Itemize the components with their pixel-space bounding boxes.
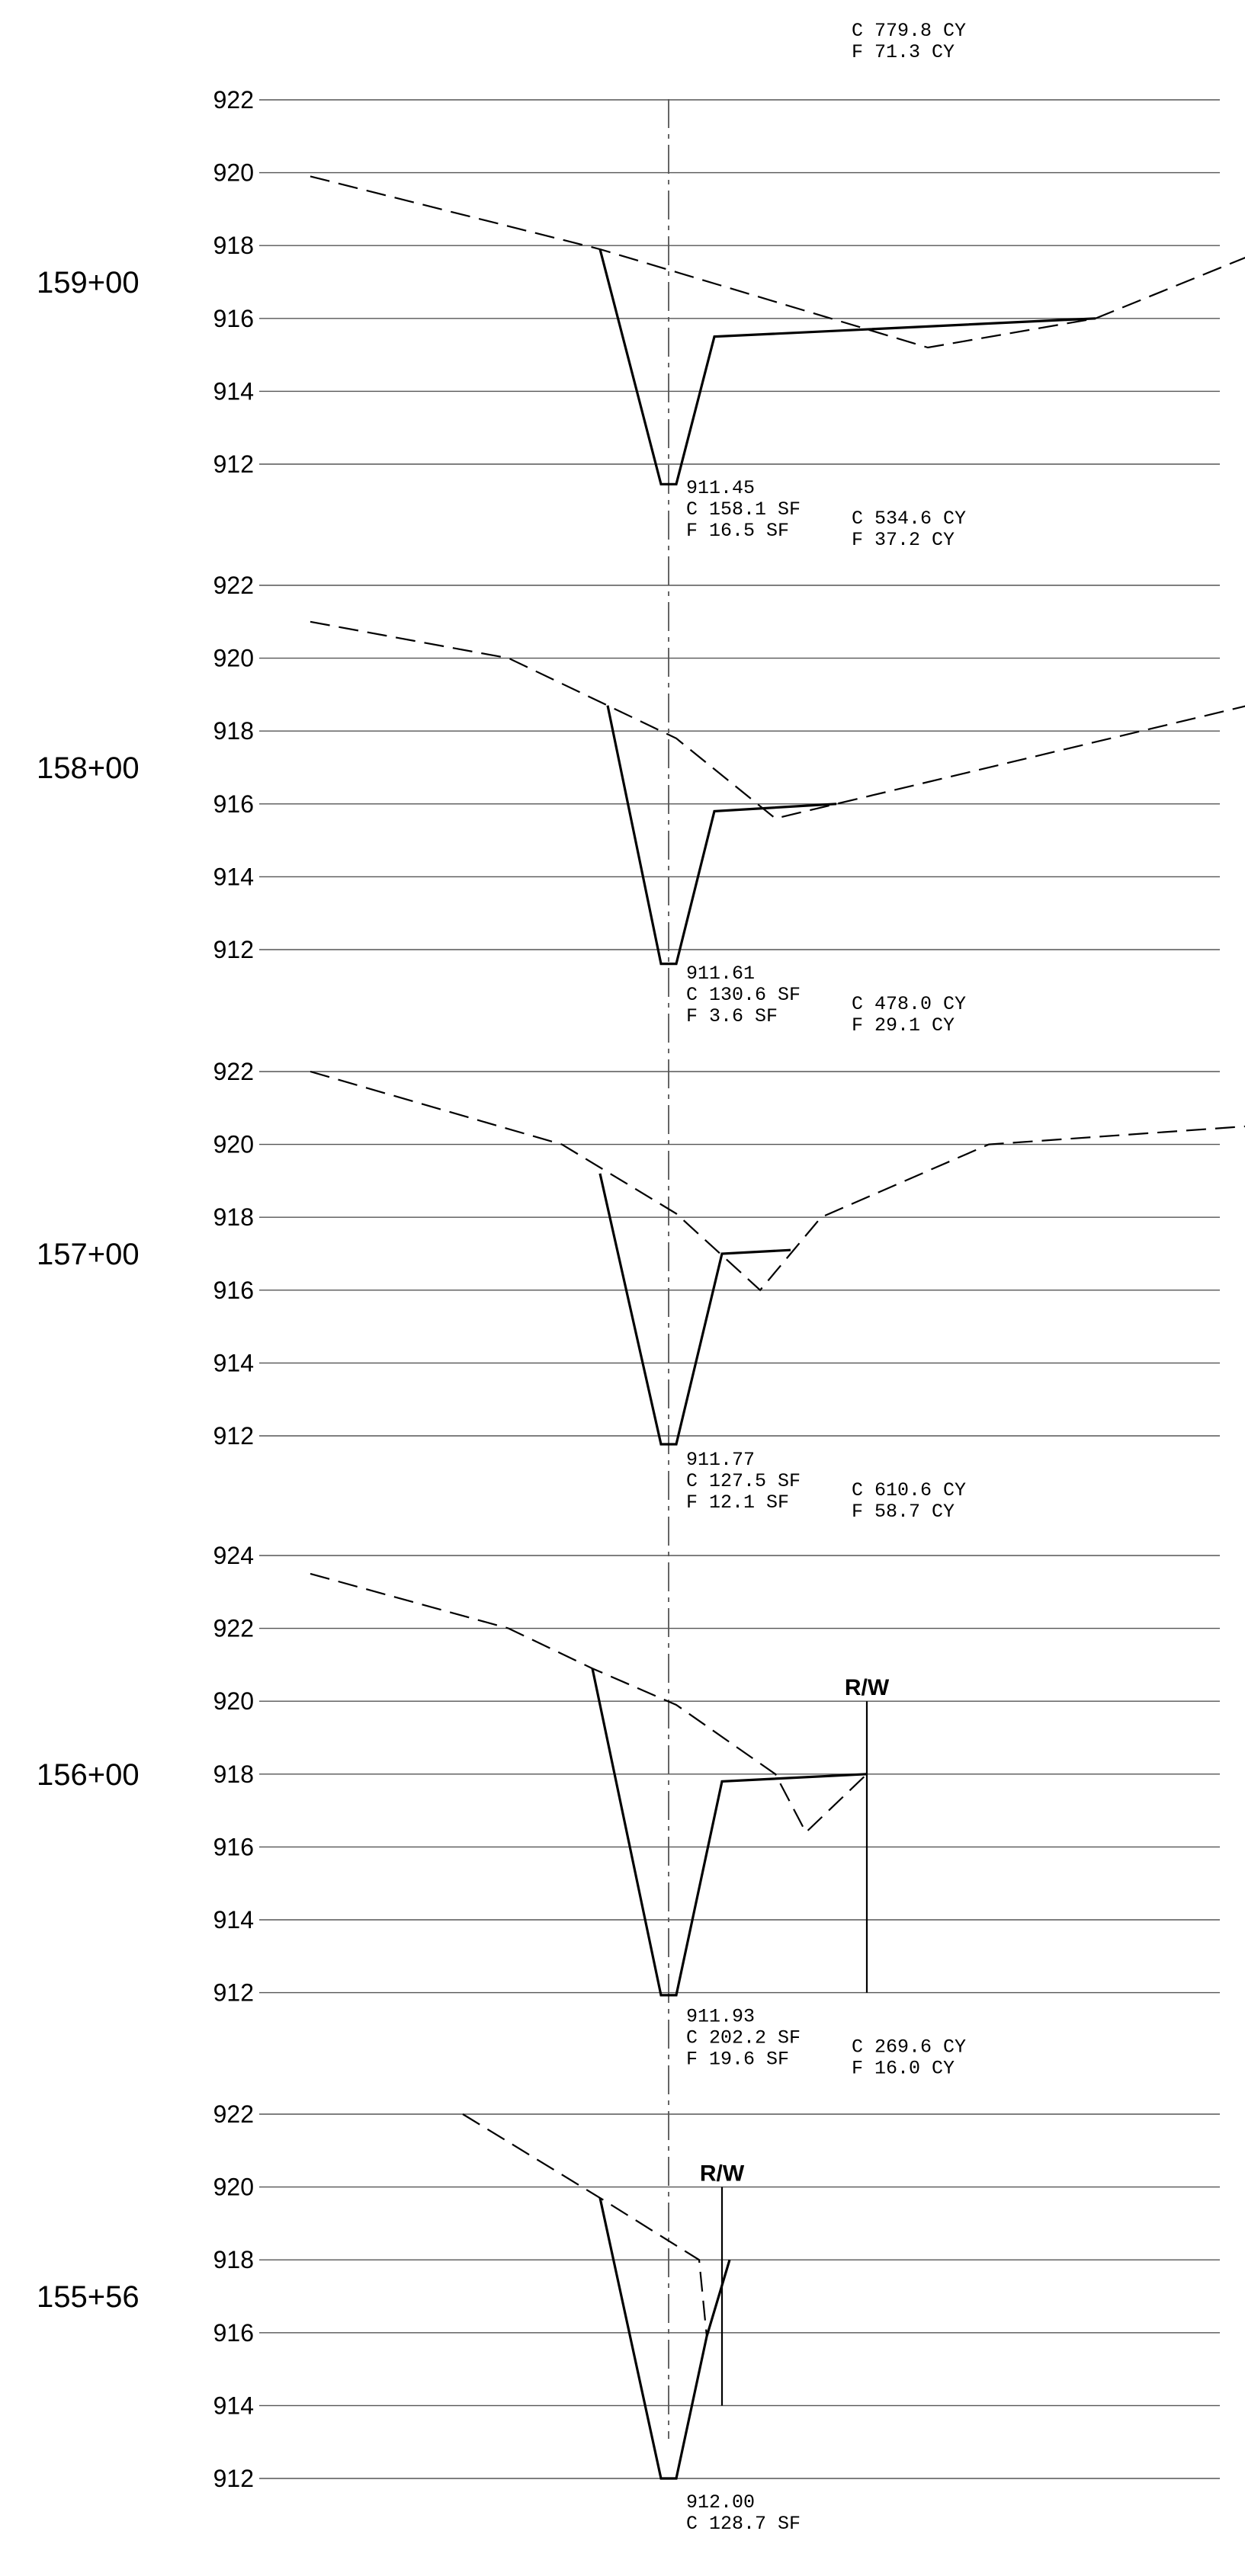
elevation-label: 916 (213, 305, 254, 332)
elevation-label: 912 (213, 1422, 254, 1450)
station-label: 159+00 (37, 266, 140, 300)
elevation-label: 918 (213, 232, 254, 259)
existing-ground-line (310, 1070, 1245, 1292)
fill-volume: F 29.1 CY (852, 1014, 955, 1036)
proposed-ditch-line (606, 705, 837, 966)
elevation-label: 918 (213, 717, 254, 745)
proposed-ditch-line (598, 1173, 791, 1446)
top-volume-cut: C 779.8 CY (852, 20, 966, 42)
elevation-label: 922 (213, 86, 254, 114)
right-of-way-label: R/W (700, 2161, 745, 2187)
section-158+00: 922 920 918 916 914 912 158+00 911.61C 130.6 SF… (37, 572, 1245, 1036)
proposed-ditch-line (598, 2197, 731, 2480)
existing-ground-line (310, 620, 1245, 820)
elevation-label: 918 (213, 2246, 254, 2273)
proposed-ditch-line (591, 1668, 868, 1997)
elevation-label: 914 (213, 863, 254, 890)
cut-area: C 127.5 SF (686, 1470, 801, 1492)
top-volume-fill: F 71.3 CY (852, 41, 955, 63)
elevation-label: 920 (213, 2174, 254, 2201)
invert-elevation: 912.00 (686, 2491, 755, 2514)
elevation-label: 912 (213, 1979, 254, 2007)
elevation-label: 912 (213, 936, 254, 963)
elevation-label: 914 (213, 2392, 254, 2419)
cut-area: C 202.2 SF (686, 2027, 801, 2049)
elevation-label: 920 (213, 645, 254, 672)
cut-area: C 130.6 SF (686, 984, 801, 1006)
fill-area: F 12.1 SF (686, 1491, 789, 1514)
elevation-label: 918 (213, 1203, 254, 1231)
fill-volume: F 58.7 CY (852, 1501, 955, 1523)
elevation-label: 922 (213, 2100, 254, 2128)
right-of-way-label: R/W (845, 1675, 890, 1700)
existing-ground-line (462, 2113, 708, 2337)
section-155+56: 922 920 918 916 914 912 155+56 R/W 912.00C 128.7… (37, 2100, 1220, 2535)
invert-elevation: 911.45 (686, 477, 755, 499)
cut-area: C 128.7 SF (686, 2513, 801, 2535)
cut-area: C 158.1 SF (686, 498, 801, 521)
elevation-label: 920 (213, 1131, 254, 1158)
elevation-label: 912 (213, 2465, 254, 2492)
fill-area: F 19.6 SF (686, 2049, 789, 2071)
elevation-label: 914 (213, 377, 254, 405)
cut-volume: C 269.6 CY (852, 2036, 966, 2059)
fill-area: F 3.6 SF (686, 1005, 778, 1027)
proposed-ditch-line (598, 248, 1096, 485)
invert-elevation: 911.93 (686, 2006, 755, 2028)
section-159+00: 922 920 918 916 914 912 159+00 911.45C 158.1 SF… (37, 86, 1245, 551)
fill-volume: F 16.0 CY (852, 2058, 955, 2080)
fill-volume: F 37.2 CY (852, 529, 955, 551)
station-label: 158+00 (37, 751, 140, 785)
station-label: 157+00 (37, 1238, 140, 1271)
elevation-label: 916 (213, 1277, 254, 1304)
elevation-label: 920 (213, 1687, 254, 1715)
elevation-label: 914 (213, 1349, 254, 1376)
elevation-label: 922 (213, 572, 254, 599)
cross-sections: 922 920 918 916 914 912 159+00 911.45C 158.1 SF… (37, 86, 1245, 2535)
elevation-label: 918 (213, 1761, 254, 1788)
elevation-label: 920 (213, 159, 254, 187)
elevation-label: 916 (213, 2319, 254, 2347)
cut-volume: C 610.6 CY (852, 1479, 966, 1501)
cut-volume: C 534.6 CY (852, 508, 966, 530)
elevation-label: 916 (213, 790, 254, 818)
existing-ground-line (310, 175, 1245, 349)
cut-volume: C 478.0 CY (852, 993, 966, 1015)
elevation-label: 922 (213, 1058, 254, 1085)
section-157+00: 922 920 918 916 914 912 157+00 911.77C 127.5 SF… (37, 1058, 1245, 1523)
elevation-label: 914 (213, 1906, 254, 1934)
station-label: 155+56 (37, 2280, 140, 2314)
fill-area: F 16.5 SF (686, 520, 789, 542)
elevation-label: 924 (213, 1542, 254, 1569)
existing-ground-line (310, 1572, 868, 1834)
invert-elevation: 911.77 (686, 1449, 755, 1471)
invert-elevation: 911.61 (686, 963, 755, 985)
station-label: 156+00 (37, 1758, 140, 1792)
elevation-label: 912 (213, 450, 254, 478)
elevation-label: 916 (213, 1833, 254, 1860)
section-156+00: 924 922 920 918 916 914 912 156+00 R/W 911.93C 20… (37, 1542, 1220, 2080)
elevation-label: 922 (213, 1615, 254, 1642)
